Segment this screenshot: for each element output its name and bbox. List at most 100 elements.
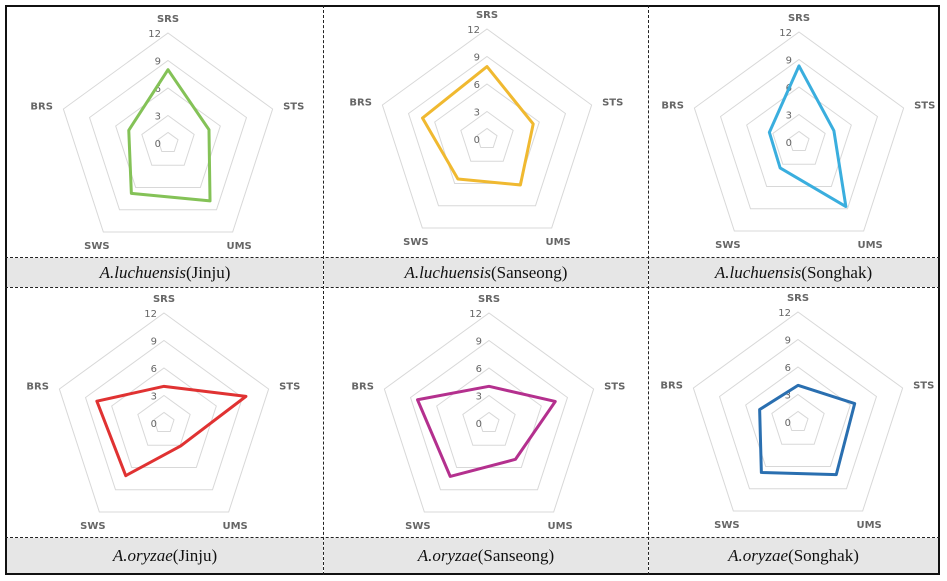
row-divider: [5, 287, 940, 288]
data-series-polygon: [95, 384, 248, 478]
axis-label-ums: UMS: [547, 521, 572, 532]
grid-ring: [436, 367, 542, 468]
tick-label: 9: [785, 336, 791, 347]
axis-label-brs: BRS: [30, 102, 53, 113]
tick-label: 9: [474, 53, 480, 64]
grid-ring: [771, 393, 825, 445]
tick-label: 9: [786, 56, 792, 67]
tick-label: 12: [469, 309, 482, 320]
site-name: (Songhak): [788, 545, 859, 565]
grid-ring: [157, 131, 179, 153]
site-name: (Sanseong): [490, 262, 568, 282]
tick-label: 6: [785, 363, 791, 374]
radar-chart-3: 0 3 6 9 12 SRS STS UMS SWS BRS: [26, 294, 300, 532]
grid-ring: [409, 339, 569, 491]
grid-ring: [434, 83, 540, 184]
tick-label: 3: [785, 391, 791, 402]
axis-label-sws: SWS: [405, 521, 430, 532]
grid-ring: [407, 55, 567, 207]
axis-label-srs: SRS: [153, 294, 175, 305]
caption-luchuensis-jinju: A.luchuensis (Jinju): [7, 258, 323, 287]
grid-ring: [58, 312, 270, 513]
tick-label: 6: [476, 364, 482, 375]
axis-label-srs: SRS: [788, 13, 810, 24]
axis-label-sts: STS: [602, 98, 623, 109]
axis-label-ums: UMS: [545, 237, 570, 248]
axis-label-srs: SRS: [157, 14, 179, 25]
data-series-polygon: [127, 68, 212, 203]
axis-label-sws: SWS: [715, 240, 740, 251]
tick-label: 6: [474, 80, 480, 91]
species-name: A.oryzae: [728, 545, 789, 565]
species-name: A.oryzae: [112, 545, 173, 565]
tick-label: 9: [151, 337, 157, 348]
axis-label-sws: SWS: [80, 521, 105, 532]
data-series-polygon: [420, 65, 535, 187]
axis-label-brs: BRS: [351, 382, 374, 393]
row-divider: [5, 257, 940, 258]
tick-label: 9: [155, 57, 161, 68]
species-name: A.luchuensis: [99, 262, 186, 282]
tick-label: 12: [778, 308, 791, 319]
radar-chart-4: 0 3 6 9 12 SRS STS UMS SWS BRS: [351, 294, 625, 532]
grid-ring: [62, 32, 274, 233]
tick-label: 12: [779, 28, 792, 39]
grid-ring: [111, 367, 217, 468]
grid-ring: [383, 312, 595, 513]
axis-label-brs: BRS: [661, 101, 684, 112]
tick-label: 6: [155, 84, 161, 95]
caption-oryzae-jinju: A.oryzae (Jinju): [7, 538, 323, 573]
grid-ring: [462, 394, 516, 446]
column-divider: [323, 5, 324, 575]
tick-label: 12: [144, 309, 157, 320]
site-name: (Jinju): [172, 545, 218, 565]
grid-ring: [478, 411, 500, 433]
grid-ring: [460, 110, 514, 162]
tick-label: 0: [151, 419, 157, 430]
tick-label: 3: [786, 111, 792, 122]
axis-label-srs: SRS: [478, 294, 500, 305]
axis-label-brs: BRS: [349, 98, 372, 109]
grid-ring: [718, 338, 878, 490]
tick-label: 12: [148, 29, 161, 40]
grid-ring: [84, 339, 244, 491]
tick-label: 0: [785, 418, 791, 429]
site-name: (Jinju): [186, 262, 231, 282]
axis-label-brs: BRS: [26, 382, 49, 393]
species-name: A.oryzae: [417, 545, 478, 565]
axis-label-ums: UMS: [226, 241, 251, 252]
data-series-polygon: [416, 384, 557, 478]
axis-label-sts: STS: [283, 102, 304, 113]
axis-label-ums: UMS: [857, 240, 882, 251]
grid-ring: [476, 127, 498, 149]
axis-label-ums: UMS: [856, 520, 881, 531]
figure-frame: [5, 5, 940, 575]
grid-ring: [719, 58, 879, 210]
axis-label-sts: STS: [913, 381, 934, 392]
tick-label: 3: [476, 392, 482, 403]
axis-label-ums: UMS: [222, 521, 247, 532]
tick-label: 3: [151, 392, 157, 403]
axis-label-brs: BRS: [660, 381, 683, 392]
grid-ring: [137, 394, 191, 446]
site-name: (Songhak): [801, 262, 873, 282]
species-name: A.luchuensis: [714, 262, 802, 282]
tick-label: 0: [476, 419, 482, 430]
grid-ring: [693, 31, 905, 232]
radar-chart-0: 0 3 6 9 12 SRS STS UMS SWS BRS: [30, 14, 304, 252]
grid-ring: [381, 28, 593, 229]
grid-ring: [788, 130, 810, 152]
axis-label-sts: STS: [914, 101, 935, 112]
grid-ring: [153, 411, 175, 433]
grid-ring: [772, 113, 826, 165]
tick-label: 3: [155, 112, 161, 123]
axis-label-srs: SRS: [476, 10, 498, 21]
tick-label: 0: [474, 135, 480, 146]
axis-label-sts: STS: [604, 382, 625, 393]
column-divider: [648, 5, 649, 575]
tick-label: 6: [151, 364, 157, 375]
grid-ring: [115, 87, 221, 188]
tick-label: 9: [476, 337, 482, 348]
tick-label: 0: [155, 139, 161, 150]
